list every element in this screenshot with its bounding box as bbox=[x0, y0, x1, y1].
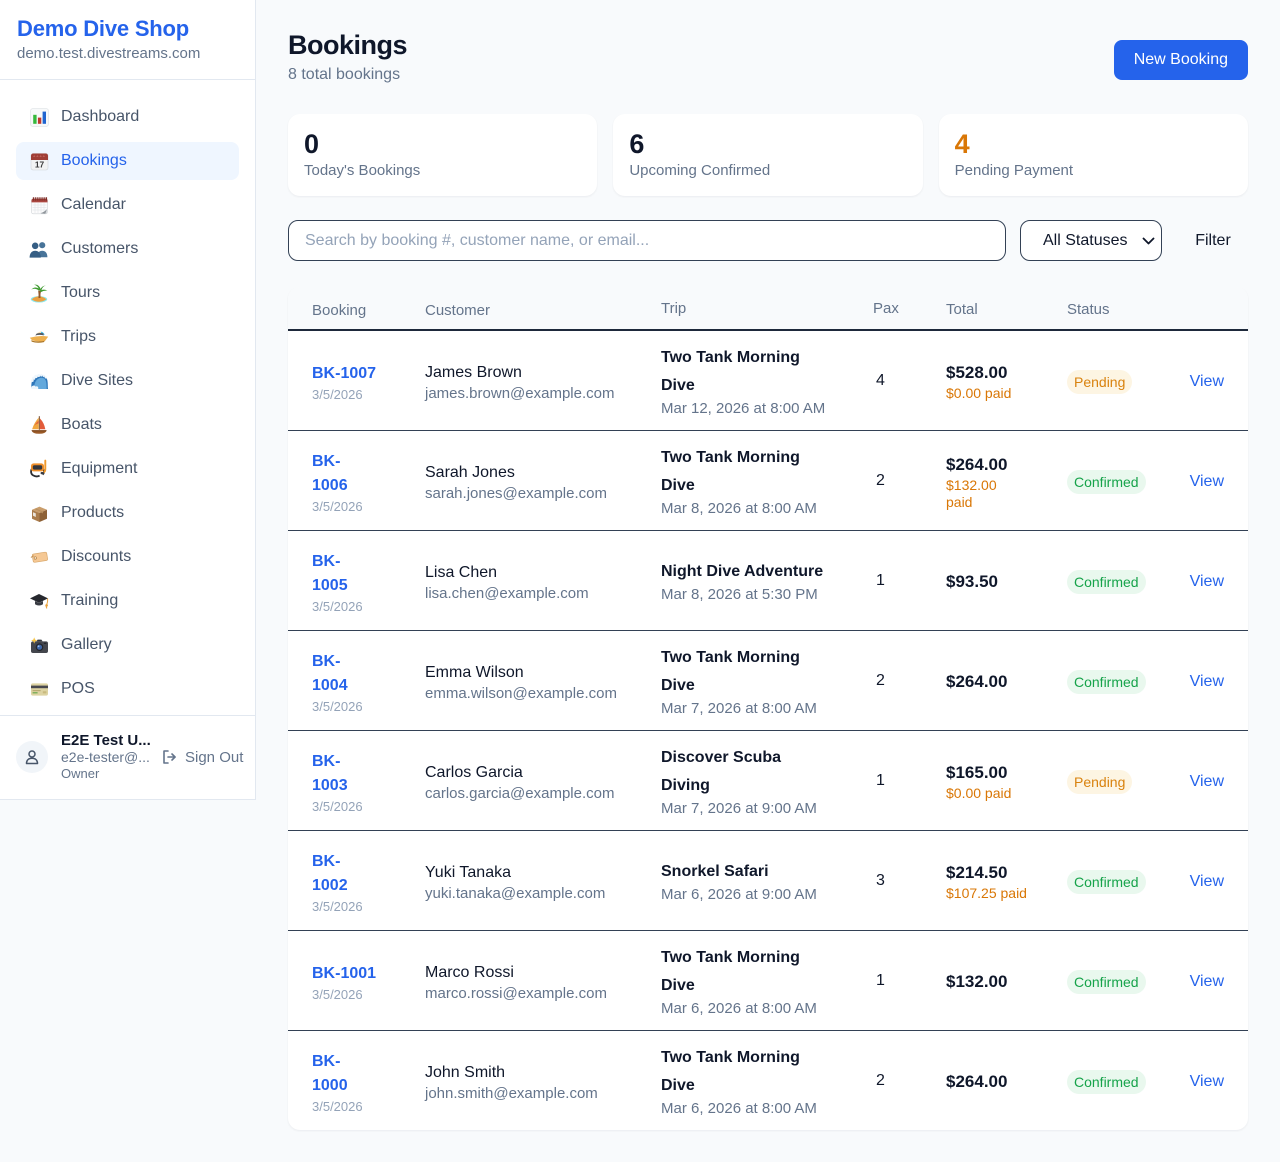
svg-text:17: 17 bbox=[34, 159, 44, 169]
